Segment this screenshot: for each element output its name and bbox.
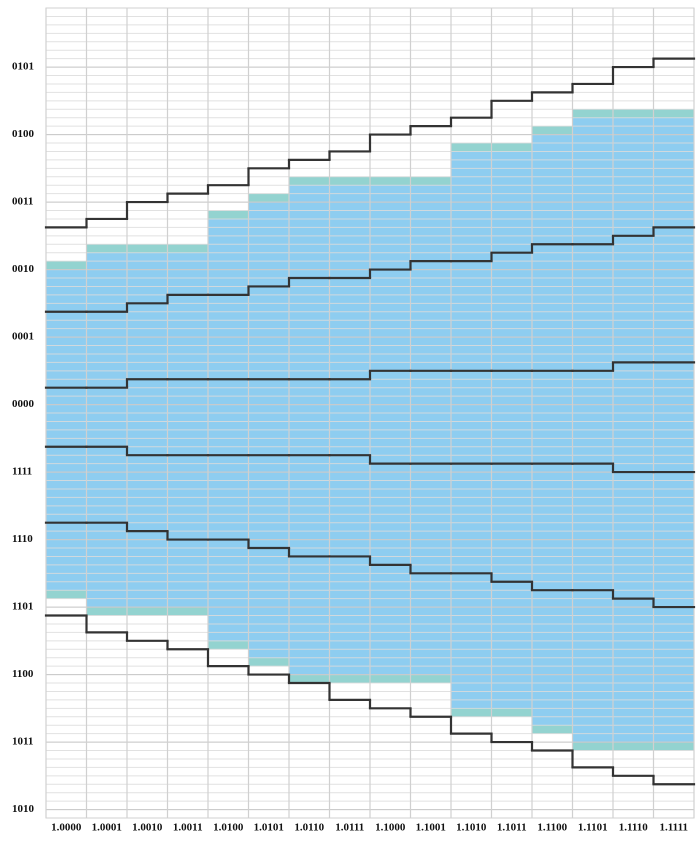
y-tick-label: 0000: [12, 398, 35, 410]
y-tick-label: 0100: [12, 128, 35, 140]
x-tick-label: 1.0110: [294, 822, 324, 834]
x-tick-label: 1.1001: [416, 822, 446, 834]
band-bottom-edge: [208, 640, 249, 650]
x-tick-label: 1.0010: [132, 822, 163, 834]
x-tick-label: 1.1011: [497, 822, 527, 834]
x-tick-label: 1.0111: [335, 822, 364, 834]
band-top-edge: [370, 176, 411, 186]
band-top-edge: [451, 143, 492, 152]
band-top-edge: [653, 109, 694, 118]
band-top-edge: [572, 109, 613, 118]
band-bottom-edge: [410, 674, 451, 683]
x-tick-label: 1.0101: [254, 822, 284, 834]
band-bottom-edge: [289, 674, 330, 683]
band-top-edge: [248, 193, 289, 203]
x-tick-label: 1.1000: [375, 822, 406, 834]
band-bottom-edge: [86, 607, 127, 616]
band-bottom-edge: [46, 590, 87, 599]
x-tick-label: 1.0011: [173, 822, 203, 834]
band-top-edge: [127, 244, 168, 253]
band-top-edge: [491, 143, 532, 152]
x-tick-label: 1.1010: [456, 822, 487, 834]
y-tick-label: 1100: [12, 668, 34, 680]
x-tick-label: 1.0001: [92, 822, 122, 834]
y-tick-label: 1010: [12, 803, 35, 815]
x-tick-label: 1.1100: [537, 822, 567, 834]
band-bottom-edge: [451, 708, 492, 717]
band-bottom-edge: [248, 657, 289, 667]
x-tick-label: 1.1111: [660, 822, 688, 834]
x-tick-label: 1.1101: [578, 822, 608, 834]
band-top-edge: [613, 109, 654, 118]
band-top-edge: [208, 210, 249, 219]
y-tick-label: 1111: [12, 466, 32, 478]
y-tick-label: 0001: [12, 331, 34, 343]
y-tick-label: 1110: [12, 533, 33, 545]
band-top-edge: [410, 176, 451, 186]
band-top-edge: [532, 126, 573, 135]
band-bottom-edge: [653, 742, 694, 751]
band-top-edge: [289, 176, 330, 186]
y-tick-label: 1011: [12, 736, 33, 748]
band-bottom-edge: [167, 607, 208, 616]
band-bottom-edge: [613, 742, 654, 751]
x-tick-label: 1.0100: [213, 822, 244, 834]
x-tick-label: 1.0000: [51, 822, 82, 834]
band-bottom-edge: [127, 607, 168, 616]
band-bottom-edge: [491, 708, 532, 717]
plot-border: [45, 7, 695, 819]
band-top-edge: [86, 244, 127, 253]
band-bottom-edge: [329, 674, 370, 683]
y-tick-label: 0010: [12, 263, 35, 275]
band-bottom-edge: [572, 742, 613, 751]
y-tick-label: 0011: [12, 196, 33, 208]
x-tick-label: 1.1110: [619, 822, 649, 834]
band-top-edge: [329, 176, 370, 186]
band-bottom-edge: [370, 674, 411, 683]
band-bottom-edge: [532, 725, 573, 734]
y-tick-label: 0101: [12, 61, 34, 73]
band-top-edge: [46, 261, 87, 270]
y-tick-label: 1101: [12, 601, 33, 613]
band-top-edge: [167, 244, 208, 253]
